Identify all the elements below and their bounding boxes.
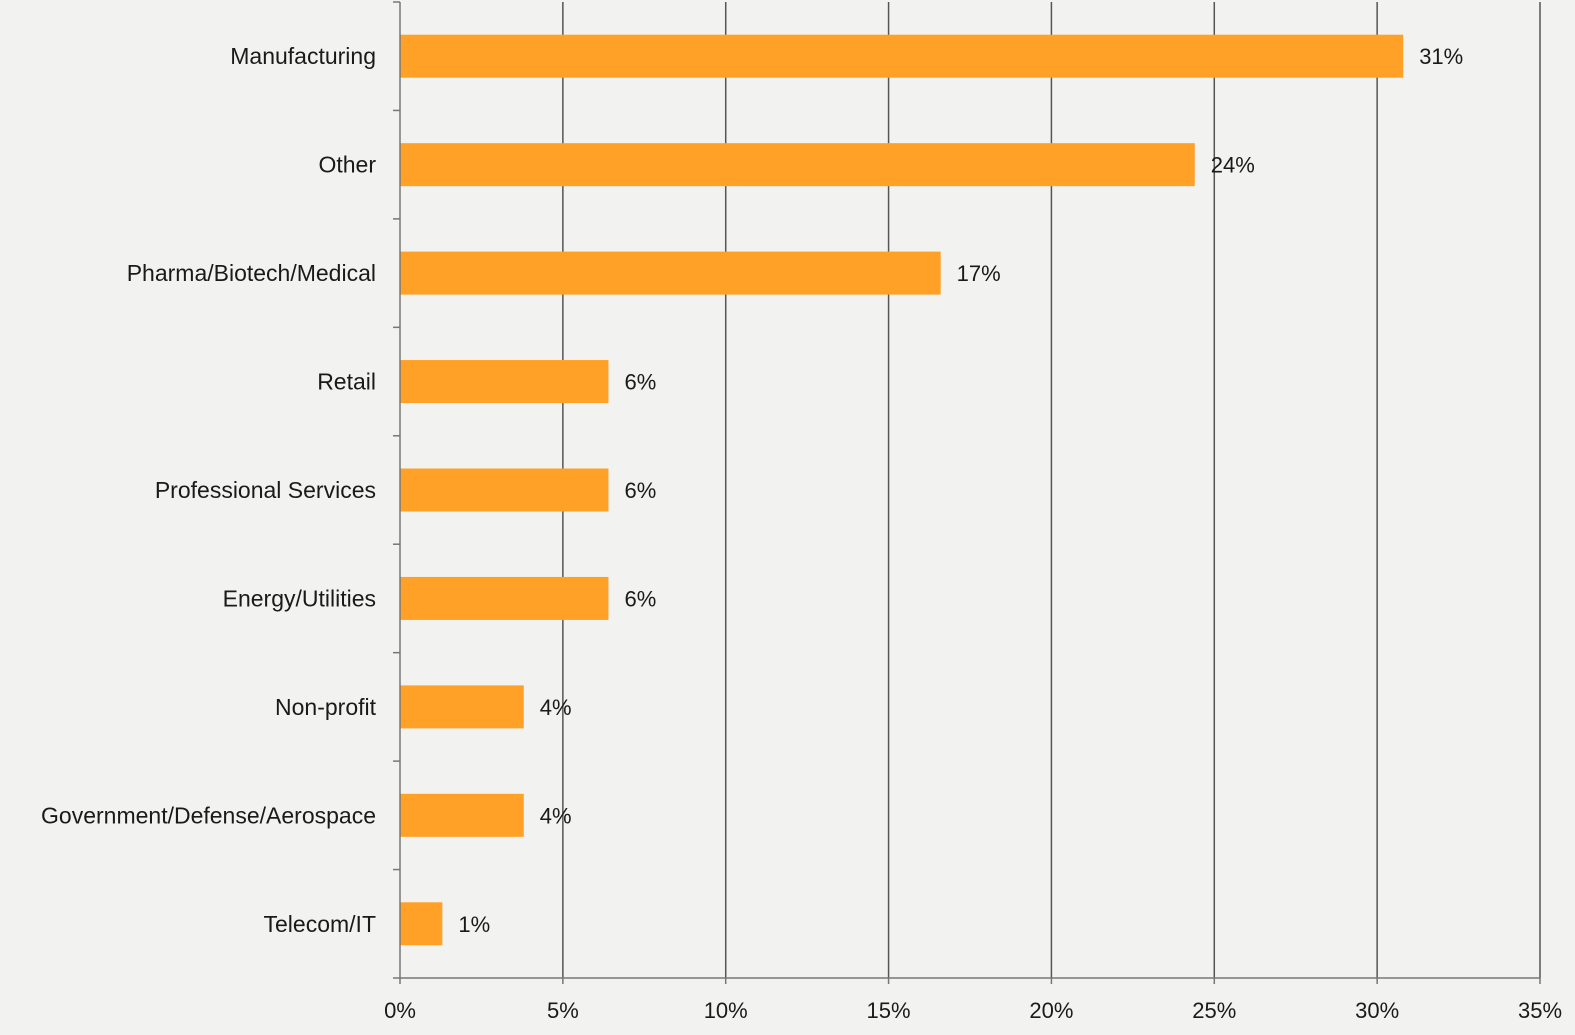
category-label-7: Government/Defense/Aerospace (41, 802, 376, 828)
data-label-4: 6% (624, 478, 656, 503)
bar-2 (400, 251, 941, 295)
x-tick-label-4: 20% (1029, 998, 1073, 1023)
category-label-0: Manufacturing (230, 43, 376, 69)
bar-5 (400, 576, 609, 620)
data-label-6: 4% (540, 695, 572, 720)
category-label-1: Other (318, 152, 376, 178)
data-label-7: 4% (540, 803, 572, 828)
data-label-2: 17% (957, 261, 1001, 286)
category-label-5: Energy/Utilities (223, 585, 376, 611)
data-label-0: 31% (1419, 44, 1463, 69)
x-tick-label-5: 25% (1192, 998, 1236, 1023)
x-tick-label-2: 10% (704, 998, 748, 1023)
bar-4 (400, 468, 609, 512)
x-tick-label-1: 5% (547, 998, 579, 1023)
bar-0 (400, 34, 1404, 78)
x-tick-label-6: 30% (1355, 998, 1399, 1023)
bar-1 (400, 143, 1195, 187)
category-label-3: Retail (317, 369, 376, 395)
label-layer: 0% 5% 10% 15% 20% 25% 30% 35% Manufacturing 31% Ot… (41, 43, 1562, 1023)
category-label-6: Non-profit (275, 694, 377, 720)
axis-layer (393, 1, 1541, 984)
bar-layer (400, 34, 1404, 946)
data-label-1: 24% (1211, 153, 1255, 178)
category-label-8: Telecom/IT (264, 911, 376, 937)
bar-3 (400, 360, 609, 404)
category-label-2: Pharma/Biotech/Medical (127, 260, 376, 286)
bar-7 (400, 793, 524, 837)
data-label-3: 6% (624, 370, 656, 395)
x-tick-label-3: 15% (867, 998, 911, 1023)
bar-6 (400, 685, 524, 729)
category-label-4: Professional Services (155, 477, 376, 503)
data-label-8: 1% (458, 912, 490, 937)
bar-8 (400, 902, 443, 946)
x-tick-label-7: 35% (1518, 998, 1562, 1023)
data-label-5: 6% (624, 586, 656, 611)
x-tick-label-0: 0% (384, 998, 416, 1023)
